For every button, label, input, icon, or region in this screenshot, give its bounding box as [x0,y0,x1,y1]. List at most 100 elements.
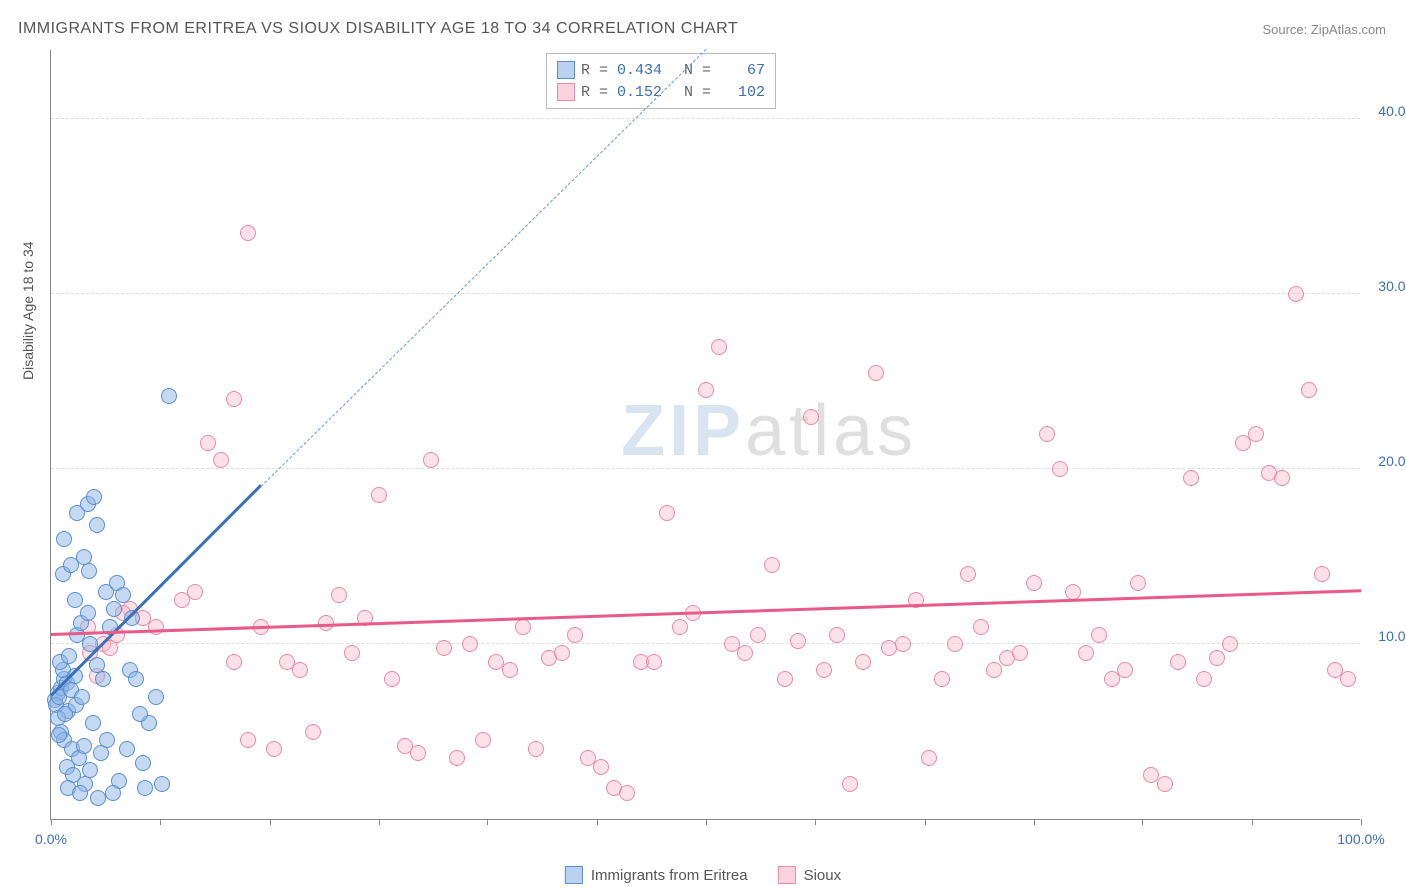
data-point [1091,627,1107,643]
data-point [986,662,1002,678]
data-point [750,627,766,643]
data-point [1340,671,1356,687]
r-label: R = [581,84,608,101]
data-point [764,557,780,573]
gridline [51,293,1360,294]
legend-item-sioux: Sioux [778,866,842,884]
x-tick-label: 0.0% [35,831,67,847]
x-tick [706,819,707,825]
legend: Immigrants from Eritrea Sioux [565,866,841,884]
data-point [1209,650,1225,666]
data-point [132,706,148,722]
legend-label-eritrea: Immigrants from Eritrea [591,867,748,884]
x-tick [160,819,161,825]
watermark: ZIPatlas [621,390,917,472]
x-tick [487,819,488,825]
data-point [947,636,963,652]
trend-line [51,589,1361,635]
data-point [1301,382,1317,398]
gridline [51,118,1360,119]
data-point [99,732,115,748]
data-point [85,715,101,731]
data-point [1012,645,1028,661]
data-point [1274,470,1290,486]
data-point [1157,776,1173,792]
data-point [240,732,256,748]
data-point [973,619,989,635]
data-point [106,601,122,617]
trend-line-dashed [260,48,706,486]
data-point [305,724,321,740]
gridline [51,468,1360,469]
data-point [61,648,77,664]
x-tick [1142,819,1143,825]
data-point [646,654,662,670]
data-point [76,549,92,565]
watermark-zip: ZIP [621,391,745,471]
x-tick [1252,819,1253,825]
x-tick-label: 100.0% [1337,831,1384,847]
data-point [855,654,871,670]
data-point [462,636,478,652]
n-value-sioux: 102 [717,84,765,101]
data-point [829,627,845,643]
data-point [1222,636,1238,652]
data-point [128,671,144,687]
data-point [74,689,90,705]
data-point [960,566,976,582]
data-point [331,587,347,603]
correlation-stats-box: R = 0.434 N = 67 R = 0.152 N = 102 [546,53,776,109]
data-point [790,633,806,649]
data-point [119,741,135,757]
data-point [384,671,400,687]
data-point [554,645,570,661]
data-point [82,762,98,778]
y-tick-label: 30.0% [1378,278,1406,294]
data-point [698,382,714,398]
data-point [816,662,832,678]
data-point [86,489,102,505]
n-label: N = [684,62,711,79]
data-point [423,452,439,468]
data-point [240,225,256,241]
data-point [80,605,96,621]
data-point [1078,645,1094,661]
data-point [1117,662,1133,678]
data-point [72,785,88,801]
n-label: N = [684,84,711,101]
data-point [672,619,688,635]
data-point [89,517,105,533]
x-tick [270,819,271,825]
data-point [842,776,858,792]
legend-swatch-pink [778,866,796,884]
swatch-pink [557,83,575,101]
legend-item-eritrea: Immigrants from Eritrea [565,866,748,884]
data-point [81,563,97,579]
data-point [436,640,452,656]
data-point [515,619,531,635]
x-tick [925,819,926,825]
data-point [1065,584,1081,600]
data-point [67,592,83,608]
data-point [135,755,151,771]
data-point [90,790,106,806]
data-point [593,759,609,775]
data-point [95,671,111,687]
data-point [1130,575,1146,591]
x-tick [379,819,380,825]
swatch-blue [557,61,575,79]
r-value-eritrea: 0.434 [614,62,662,79]
n-value-eritrea: 67 [717,62,765,79]
data-point [371,487,387,503]
chart-title: IMMIGRANTS FROM ERITREA VS SIOUX DISABIL… [18,20,738,38]
data-point [528,741,544,757]
x-tick [815,819,816,825]
stats-row-eritrea: R = 0.434 N = 67 [557,59,765,81]
data-point [51,727,67,743]
data-point [148,689,164,705]
x-tick [1361,819,1362,825]
x-tick [1034,819,1035,825]
data-point [659,505,675,521]
data-point [711,339,727,355]
data-point [137,780,153,796]
